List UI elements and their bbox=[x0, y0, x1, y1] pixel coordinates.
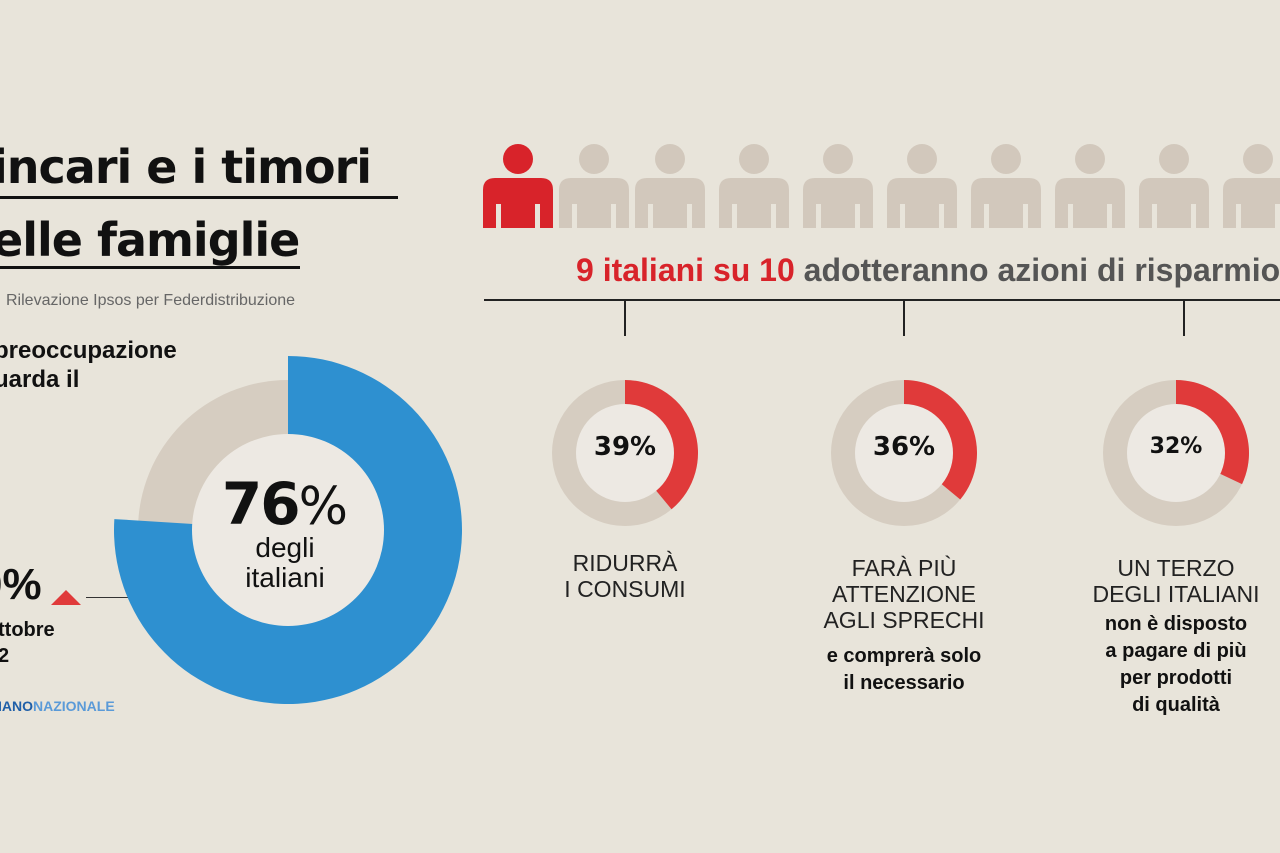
donut-hole bbox=[855, 404, 953, 502]
action-2-text: FARÀ PIÙ ATTENZIONE AGLI SPRECHI bbox=[794, 555, 1014, 633]
page-title-line2: elle famiglie bbox=[0, 213, 300, 267]
person-icon bbox=[559, 144, 629, 228]
action-3-line1: UN TERZO bbox=[1117, 555, 1235, 581]
donut-hole bbox=[576, 404, 674, 502]
action-2-detail-line1: e comprerà solo bbox=[826, 645, 982, 667]
brand-logo: IANONAZIONALE bbox=[0, 698, 115, 714]
concern-line2: uarda il bbox=[0, 366, 80, 393]
action-3-detail: non è disposto a pagare di più per prodo… bbox=[1066, 611, 1280, 719]
person-icon bbox=[887, 144, 957, 228]
timeline-tick-2 bbox=[903, 300, 905, 336]
increase-arrow-icon bbox=[51, 590, 81, 605]
headline-highlight: 9 italiani su 10 bbox=[576, 252, 795, 288]
source-note: Rilevazione Ipsos per Federdistribuzione bbox=[6, 292, 296, 309]
donut-chart-waste bbox=[831, 380, 977, 526]
person-icon bbox=[803, 144, 873, 228]
action-2-line3: AGLI SPRECHI bbox=[823, 607, 985, 633]
action-3-detail-line2: a pagare di più bbox=[1105, 640, 1247, 662]
timeline-tick-1 bbox=[624, 300, 626, 336]
action-3-detail-line1: non è disposto bbox=[1104, 613, 1248, 635]
main-donut-chart bbox=[114, 356, 463, 704]
title-underline-2 bbox=[0, 266, 300, 269]
person-icon bbox=[1139, 144, 1209, 228]
person-icon bbox=[719, 144, 789, 228]
people-row bbox=[483, 144, 1280, 228]
main-donut-number: 76 bbox=[221, 470, 301, 538]
action-2-detail-line2: il necessario bbox=[843, 672, 965, 694]
headline-rest: adotteranno azioni di risparmio bbox=[803, 252, 1280, 288]
action-3-detail-line4: di qualità bbox=[1132, 694, 1220, 716]
previous-value: 0% bbox=[0, 560, 42, 609]
donut-label-1: 39% bbox=[593, 432, 657, 462]
action-2-line2: ATTENZIONE bbox=[832, 581, 976, 607]
timeline-tick-3 bbox=[1183, 300, 1185, 336]
person-icon bbox=[635, 144, 705, 228]
donut-hole bbox=[1127, 404, 1225, 502]
person-icon bbox=[1223, 144, 1280, 228]
brand-part1: IANO bbox=[0, 698, 33, 714]
brand-part2: NAZIONALE bbox=[33, 698, 115, 714]
action-1-line1: RIDURRÀ bbox=[572, 550, 678, 576]
person-icon bbox=[483, 144, 553, 228]
person-icon bbox=[1055, 144, 1125, 228]
concern-line1: preoccupazione bbox=[0, 337, 177, 364]
donut-label-2: 36% bbox=[872, 432, 936, 462]
page-title-line1: incari e i timori bbox=[0, 140, 372, 194]
main-donut-value: 76% bbox=[190, 470, 380, 538]
person-icon bbox=[971, 144, 1041, 228]
main-donut-hole bbox=[192, 434, 384, 626]
action-3-text: UN TERZO DEGLI ITALIANI bbox=[1066, 555, 1280, 607]
title-underline-1 bbox=[0, 196, 398, 199]
previous-date-line2: 2 bbox=[0, 645, 10, 667]
action-1-line2: I CONSUMI bbox=[564, 576, 686, 602]
action-1-text: RIDURRÀ I CONSUMI bbox=[515, 550, 735, 602]
previous-date: ttobre 2 bbox=[0, 617, 55, 669]
previous-date-line1: ttobre bbox=[0, 619, 55, 641]
main-donut-caption-line1: degli bbox=[255, 532, 315, 563]
timeline-bar bbox=[484, 299, 1280, 301]
connector-line bbox=[86, 597, 130, 598]
donut-chart-quality bbox=[1103, 380, 1249, 526]
concern-text: preoccupazione uarda il bbox=[0, 336, 177, 394]
headline: 9 italiani su 10 adotteranno azioni di r… bbox=[576, 252, 1280, 289]
action-2-detail: e comprerà solo il necessario bbox=[794, 643, 1014, 697]
main-donut-caption: degli italiani bbox=[190, 533, 380, 593]
action-2-line1: FARÀ PIÙ bbox=[851, 555, 957, 581]
main-donut-caption-line2: italiani bbox=[245, 562, 325, 593]
main-donut-symbol: % bbox=[298, 477, 349, 537]
donut-label-3: 32% bbox=[1149, 434, 1203, 459]
action-3-line2: DEGLI ITALIANI bbox=[1092, 581, 1260, 607]
action-3-detail-line3: per prodotti bbox=[1119, 667, 1233, 689]
donut-chart-reduce bbox=[552, 380, 698, 526]
